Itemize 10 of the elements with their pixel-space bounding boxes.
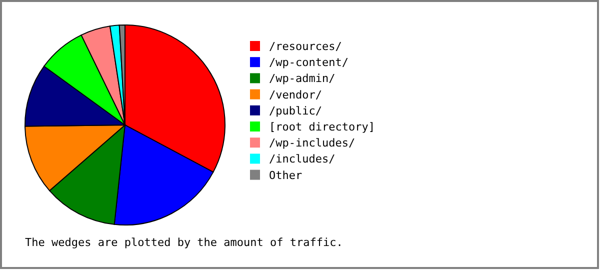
legend-label: /wp-content/ [269,56,348,70]
legend-label: /public/ [269,104,322,118]
legend-label: /wp-includes/ [269,136,356,150]
legend-label: [root directory] [269,120,375,134]
legend-label: /includes/ [269,152,336,166]
legend-label: /wp-admin/ [269,72,336,86]
legend-label: Other [269,168,302,182]
legend-label: /vendor/ [269,88,322,102]
text: The wedges are plotted by the amount of traffic. [25,236,343,249]
legend-label: /resources/ [269,40,342,53]
